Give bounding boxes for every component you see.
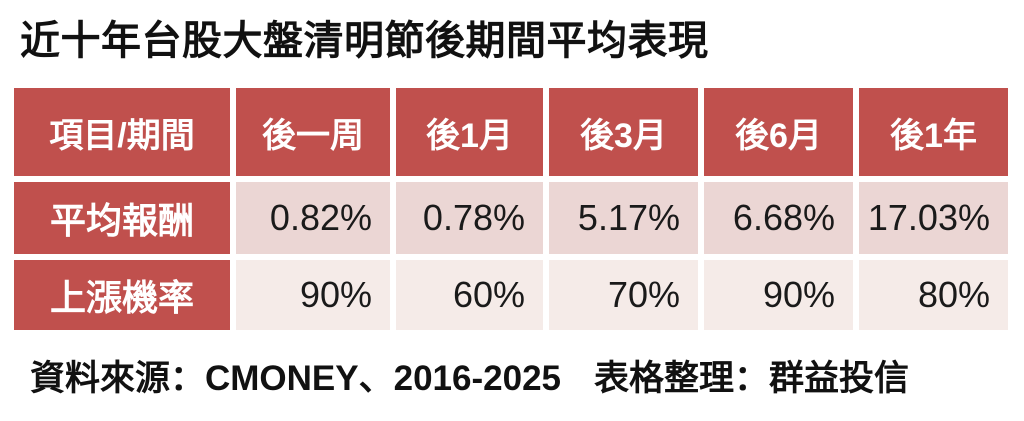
performance-table: 項目/期間 後一周 後1月 後3月 後6月 後1年 平均報酬 0.82% 0.7…: [14, 88, 1008, 330]
data-cell-rise-prob-3m: 70%: [549, 260, 698, 330]
data-cell-avg-return-week: 0.82%: [236, 182, 390, 254]
data-cell-avg-return-6m: 6.68%: [704, 182, 853, 254]
header-cell-3-months-after: 後3月: [549, 88, 698, 176]
data-cell-avg-return-3m: 5.17%: [549, 182, 698, 254]
table-credit-text: 表格整理：群益投信: [594, 359, 910, 398]
data-cell-avg-return-1m: 0.78%: [396, 182, 543, 254]
row-label-rise-probability: 上漲機率: [14, 260, 230, 330]
header-cell-item-period: 項目/期間: [14, 88, 230, 176]
header-cell-6-months-after: 後6月: [704, 88, 853, 176]
header-cell-week-after: 後一周: [236, 88, 390, 176]
header-cell-1-month-after: 後1月: [396, 88, 543, 176]
data-cell-rise-prob-1m: 60%: [396, 260, 543, 330]
row-label-average-return: 平均報酬: [14, 182, 230, 254]
data-cell-rise-prob-6m: 90%: [704, 260, 853, 330]
header-cell-1-year-after: 後1年: [859, 88, 1008, 176]
data-cell-rise-prob-week: 90%: [236, 260, 390, 330]
footer-note: 資料來源：CMONEY、2016-2025 表格整理：群益投信: [30, 350, 909, 401]
data-cell-avg-return-1y: 17.03%: [859, 182, 1008, 254]
data-source-text: 資料來源：CMONEY、2016-2025: [30, 359, 561, 398]
data-cell-rise-prob-1y: 80%: [859, 260, 1008, 330]
page-title: 近十年台股大盤清明節後期間平均表現: [20, 19, 709, 63]
